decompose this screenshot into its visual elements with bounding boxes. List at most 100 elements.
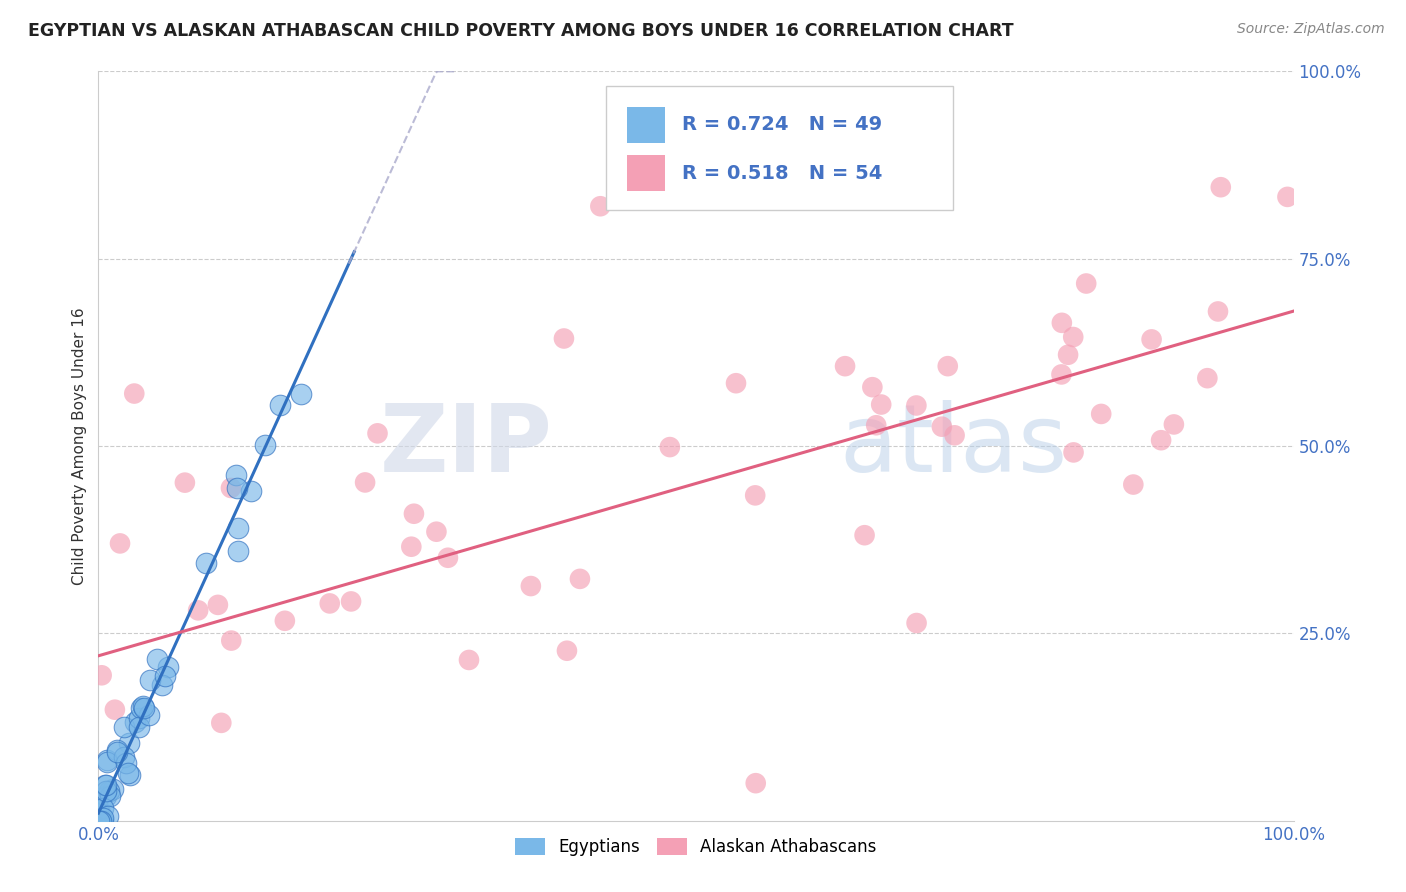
Alaskan Athabascans [437,550,460,565]
Alaskan Athabascans [402,507,425,521]
Alaskan Athabascans [221,633,243,648]
Egyptians [90,814,112,828]
Alaskan Athabascans [209,715,232,730]
Egyptians [101,781,124,796]
Alaskan Athabascans [520,579,543,593]
Text: R = 0.518   N = 54: R = 0.518 N = 54 [682,164,882,183]
Alaskan Athabascans [108,536,131,550]
Egyptians [94,789,117,803]
Egyptians [128,711,150,725]
Alaskan Athabascans [860,380,883,394]
Alaskan Athabascans [1057,348,1080,362]
Egyptians [132,698,155,713]
Egyptians [114,749,136,764]
Egyptians [145,651,167,665]
Egyptians [94,778,117,792]
Alaskan Athabascans [1206,304,1229,318]
Egyptians [118,768,141,782]
Alaskan Athabascans [173,475,195,490]
Alaskan Athabascans [658,440,681,454]
Alaskan Athabascans [905,399,928,413]
Alaskan Athabascans [1050,368,1073,382]
Egyptians [91,812,114,826]
Alaskan Athabascans [870,398,893,412]
Egyptians [114,756,136,770]
Egyptians [97,808,120,822]
Egyptians [98,789,121,803]
Alaskan Athabascans [745,776,768,790]
Alaskan Athabascans [401,540,423,554]
Alaskan Athabascans [1062,330,1084,344]
Egyptians [96,753,118,767]
Egyptians [90,814,112,828]
Alaskan Athabascans [1150,434,1173,448]
Alaskan Athabascans [905,615,928,630]
Text: ZIP: ZIP [380,400,553,492]
Alaskan Athabascans [1163,417,1185,432]
Egyptians [150,678,173,692]
Egyptians [194,556,217,570]
Egyptians [124,714,146,729]
Egyptians [87,804,110,818]
Egyptians [94,778,117,792]
Legend: Egyptians, Alaskan Athabascans: Egyptians, Alaskan Athabascans [508,830,884,864]
Egyptians [87,791,110,805]
Text: EGYPTIAN VS ALASKAN ATHABASCAN CHILD POVERTY AMONG BOYS UNDER 16 CORRELATION CHA: EGYPTIAN VS ALASKAN ATHABASCAN CHILD POV… [28,22,1014,40]
Alaskan Athabascans [568,572,591,586]
Alaskan Athabascans [1076,277,1098,291]
Egyptians [225,467,247,482]
Alaskan Athabascans [219,481,242,495]
Y-axis label: Child Poverty Among Boys Under 16: Child Poverty Among Boys Under 16 [72,307,87,585]
Egyptians [91,800,114,814]
Egyptians [155,669,177,683]
FancyBboxPatch shape [606,87,953,210]
Alaskan Athabascans [104,703,127,717]
Egyptians [91,814,114,828]
Alaskan Athabascans [553,331,575,345]
Egyptians [269,398,291,412]
Alaskan Athabascans [834,359,856,374]
Alaskan Athabascans [207,598,229,612]
Egyptians [112,720,135,734]
Alaskan Athabascans [1122,477,1144,491]
Alaskan Athabascans [865,418,887,433]
Alaskan Athabascans [90,668,112,682]
Egyptians [139,673,162,687]
Alaskan Athabascans [354,475,377,490]
Bar [627,106,665,143]
Egyptians [89,814,111,828]
Egyptians [118,736,141,750]
Alaskan Athabascans [274,614,297,628]
Alaskan Athabascans [589,199,612,213]
Text: atlas: atlas [839,400,1067,492]
Egyptians [98,784,121,798]
Egyptians [105,745,128,759]
Egyptians [117,766,139,780]
Alaskan Athabascans [187,603,209,617]
Alaskan Athabascans [555,644,578,658]
Alaskan Athabascans [1140,332,1163,346]
Egyptians [138,708,160,723]
Egyptians [254,438,277,452]
Text: Source: ZipAtlas.com: Source: ZipAtlas.com [1237,22,1385,37]
Alaskan Athabascans [366,426,388,441]
Egyptians [134,701,156,715]
Egyptians [290,387,312,401]
Alaskan Athabascans [1209,180,1232,194]
Alaskan Athabascans [943,428,966,442]
Alaskan Athabascans [853,528,876,542]
Alaskan Athabascans [936,359,959,373]
Egyptians [96,755,118,769]
Alaskan Athabascans [1090,407,1112,421]
Egyptians [226,544,249,558]
Egyptians [90,814,112,828]
Egyptians [225,481,247,495]
Alaskan Athabascans [744,488,766,502]
Alaskan Athabascans [319,596,342,610]
Alaskan Athabascans [340,594,363,608]
Alaskan Athabascans [425,524,447,539]
Alaskan Athabascans [1050,316,1073,330]
Egyptians [226,521,249,535]
Egyptians [94,783,117,797]
Egyptians [105,743,128,757]
